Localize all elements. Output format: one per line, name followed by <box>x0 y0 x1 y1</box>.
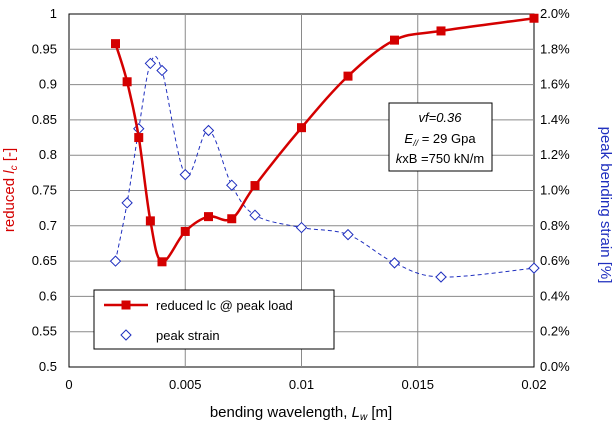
y-right-tick-label: 1.2% <box>540 147 570 162</box>
reduced-lc-marker <box>390 35 399 45</box>
annotation-line-1: vf=0.36 <box>418 110 462 125</box>
reduced-lc-marker <box>250 181 260 191</box>
y-axis-right-title: peak bending strain [%] <box>597 127 614 284</box>
reduced-lc-marker <box>204 212 213 222</box>
annotation-line-2: E// = 29 Gpa <box>404 131 476 148</box>
y-left-tick-label: 0.8 <box>39 147 57 162</box>
x-axis-title: bending wavelength, Lw [m] <box>210 404 392 422</box>
peak-strain-marker <box>249 209 261 221</box>
x-tick-label: 0.015 <box>401 377 434 392</box>
reduced-lc-marker <box>122 77 132 87</box>
reduced-lc-marker <box>157 257 167 267</box>
peak-strain-marker <box>109 255 122 267</box>
legend: reduced lc @ peak load peak strain <box>93 289 335 350</box>
parameter-annotation: vf=0.36 E// = 29 Gpa kxB =750 kN/m <box>388 102 493 172</box>
peak-strain-marker <box>388 257 401 269</box>
reduced-lc-marker <box>180 226 190 236</box>
reduced-lc-marker <box>529 13 539 23</box>
y-left-tick-label: 0.75 <box>32 183 57 198</box>
legend-box <box>93 289 335 350</box>
reduced-lc-marker <box>343 71 353 81</box>
peak-strain-marker <box>121 197 133 209</box>
legend-marker-peak-strain <box>120 329 132 341</box>
y-left-tick-label: 0.95 <box>32 41 57 56</box>
y-right-tick-label: 0.2% <box>540 324 570 339</box>
peak-strain-marker <box>179 168 191 181</box>
legend-label-peak-strain: peak strain <box>156 328 220 343</box>
y-left-tick-label: 0.7 <box>39 218 57 233</box>
y-left-tick-label: 0.9 <box>39 77 57 92</box>
y-right-tick-label: 0.0% <box>540 359 570 374</box>
y-right-tick-label: 1.6% <box>540 77 570 92</box>
reduced-lc-marker <box>111 39 120 49</box>
y-right-tick-label: 1.4% <box>540 112 570 127</box>
peak-strain-marker <box>528 262 540 274</box>
y-axis-left-title: reduced lc [-] <box>1 148 20 232</box>
x-tick-label: 0.01 <box>289 377 314 392</box>
y-right-tick-label: 0.6% <box>540 253 570 268</box>
y-left-tick-label: 0.85 <box>32 112 57 127</box>
y-left-tick-label: 0.6 <box>39 288 57 303</box>
peak-strain-marker <box>342 228 354 241</box>
peak-strain-marker <box>295 221 308 234</box>
peak-strain-marker <box>435 271 447 283</box>
y-left-tick-label: 1 <box>50 6 57 21</box>
peak-strain-marker <box>156 64 168 77</box>
y-right-tick-label: 1.0% <box>540 183 570 198</box>
y-right-tick-label: 1.8% <box>540 41 570 56</box>
x-tick-label: 0.005 <box>169 377 202 392</box>
reduced-lc-marker <box>297 123 306 133</box>
y-left-tick-label: 0.65 <box>32 253 57 268</box>
y-right-tick-label: 2.0% <box>540 6 570 21</box>
reduced-lc-marker <box>227 214 237 224</box>
annotation-line-3: kxB =750 kN/m <box>396 151 485 166</box>
y-right-tick-label: 0.4% <box>540 288 570 303</box>
peak-strain-marker <box>144 57 157 70</box>
y-left-tick-label: 0.55 <box>32 324 57 339</box>
peak-strain-marker <box>226 179 238 191</box>
x-tick-label: 0 <box>65 377 72 392</box>
legend-label-reduced-lc: reduced lc @ peak load <box>156 298 293 313</box>
x-tick-label: 0.02 <box>521 377 546 392</box>
y-left-tick-label: 0.5 <box>39 359 57 374</box>
y-right-tick-label: 0.8% <box>540 218 570 233</box>
series-layer <box>109 13 540 283</box>
peak-strain-line <box>115 55 535 278</box>
peak-strain-marker <box>202 124 215 137</box>
tick-labels: 0 0.005 0.01 0.015 0.02 0.5 0.55 0.6 0.65 0.7 0.75… <box>32 6 570 392</box>
legend-marker-reduced-lc <box>121 300 131 310</box>
reduced-lc-marker <box>134 133 144 143</box>
reduced-lc-marker <box>145 216 155 226</box>
reduced-lc-marker <box>436 26 446 36</box>
annotation-box <box>388 102 493 172</box>
